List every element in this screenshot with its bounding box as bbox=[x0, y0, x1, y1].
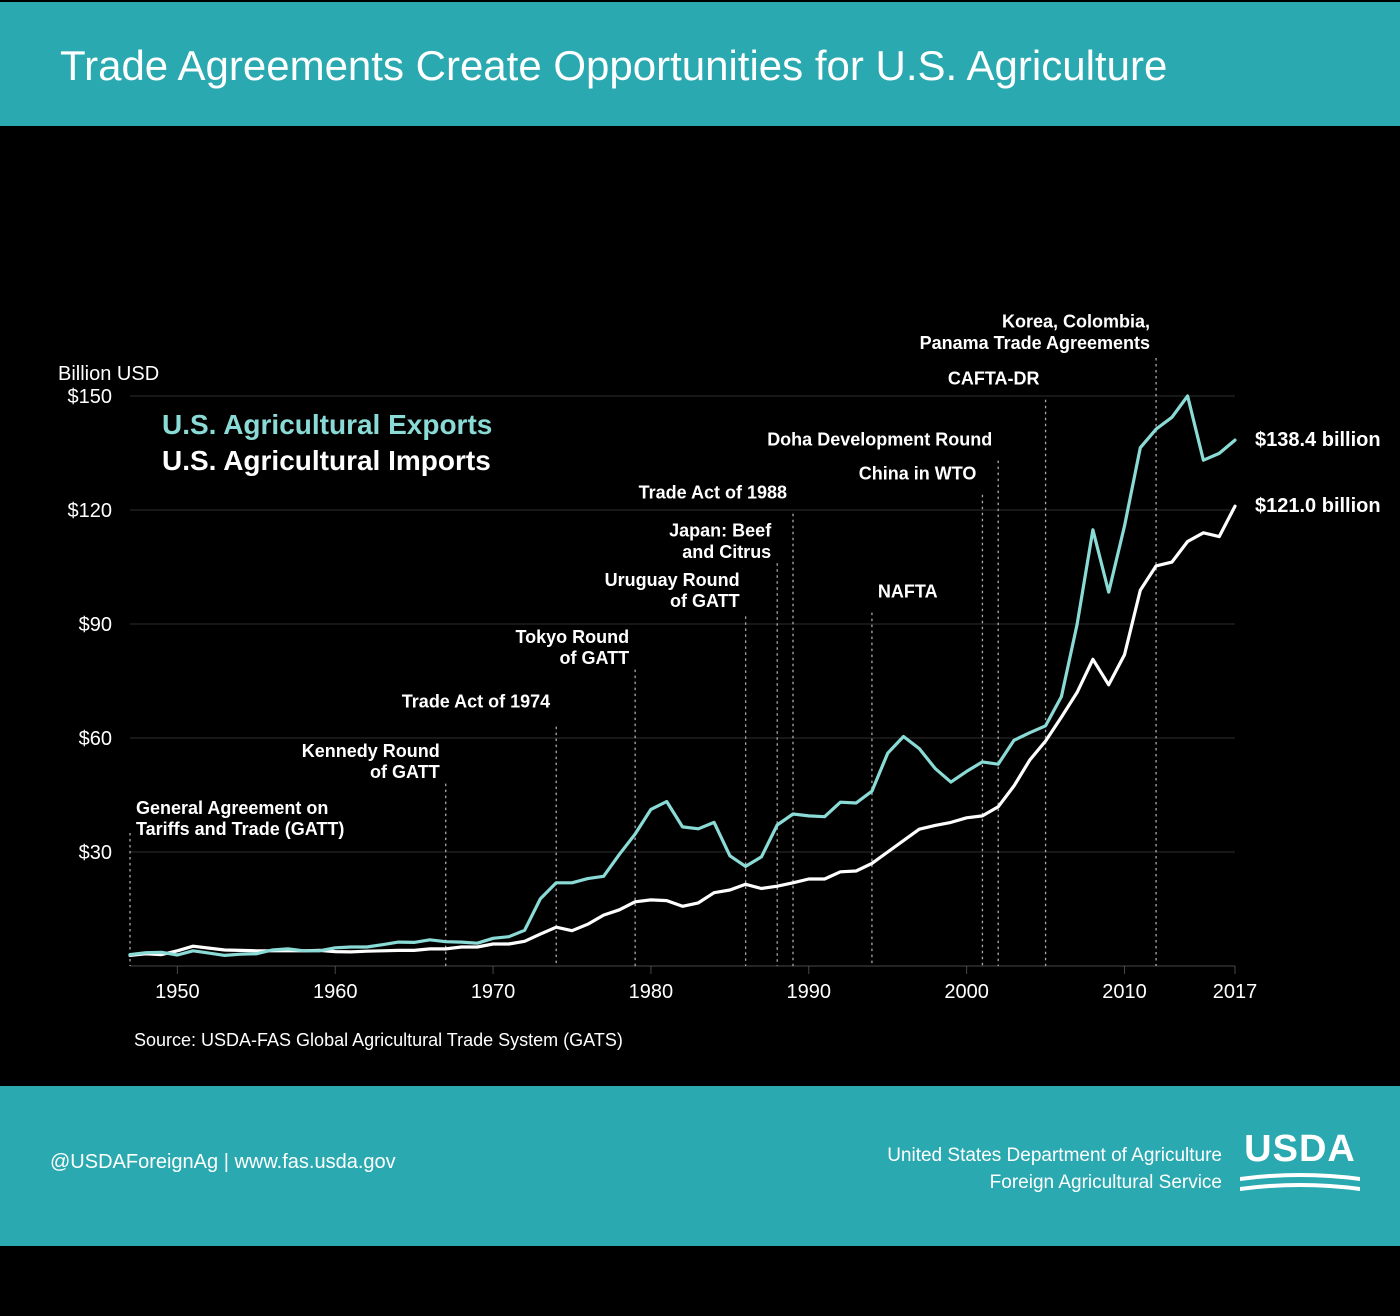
svg-text:Billion USD: Billion USD bbox=[58, 363, 159, 385]
svg-text:China in WTO: China in WTO bbox=[859, 464, 977, 484]
svg-text:of GATT: of GATT bbox=[370, 762, 440, 782]
svg-text:Japan: Beef: Japan: Beef bbox=[669, 521, 772, 541]
svg-text:of GATT: of GATT bbox=[559, 648, 629, 668]
svg-text:1990: 1990 bbox=[787, 981, 832, 1003]
header-banner: Trade Agreements Create Opportunities fo… bbox=[0, 0, 1400, 126]
footer-agency-line2: Foreign Agricultural Service bbox=[887, 1170, 1222, 1197]
footer-banner: @USDAForeignAg | www.fas.usda.gov United… bbox=[0, 1086, 1400, 1246]
footer-agency: United States Department of Agriculture … bbox=[887, 1143, 1222, 1196]
footer-right: United States Department of Agriculture … bbox=[887, 1128, 1360, 1197]
svg-text:Doha Development Round: Doha Development Round bbox=[767, 429, 992, 449]
svg-text:Source: USDA-FAS Global Agricu: Source: USDA-FAS Global Agricultural Tra… bbox=[134, 1030, 623, 1050]
svg-text:CAFTA-DR: CAFTA-DR bbox=[948, 369, 1040, 389]
svg-text:$90: $90 bbox=[79, 614, 112, 636]
svg-text:Kennedy Round: Kennedy Round bbox=[302, 741, 440, 761]
svg-text:2017: 2017 bbox=[1213, 981, 1258, 1003]
footer-agency-line1: United States Department of Agriculture bbox=[887, 1143, 1222, 1170]
svg-text:Korea, Colombia,: Korea, Colombia, bbox=[1002, 312, 1150, 332]
chart-canvas: $30 $60 $90 $120 $150Billion USD 1950 1960 1970… bbox=[0, 126, 1400, 1086]
svg-text:$138.4 billion: $138.4 billion bbox=[1255, 429, 1381, 451]
svg-text:2000: 2000 bbox=[944, 981, 989, 1003]
footer-left: @USDAForeignAg | www.fas.usda.gov bbox=[50, 1151, 396, 1174]
usda-logo: USDA bbox=[1240, 1128, 1360, 1197]
svg-text:and Citrus: and Citrus bbox=[682, 542, 771, 562]
svg-text:Uruguay Round: Uruguay Round bbox=[605, 570, 740, 590]
page-title: Trade Agreements Create Opportunities fo… bbox=[60, 42, 1167, 89]
svg-text:2010: 2010 bbox=[1102, 981, 1147, 1003]
usda-logo-text: USDA bbox=[1244, 1128, 1356, 1171]
svg-text:NAFTA: NAFTA bbox=[878, 581, 938, 601]
svg-text:U.S. Agricultural Imports: U.S. Agricultural Imports bbox=[162, 445, 491, 476]
svg-text:General Agreement on: General Agreement on bbox=[136, 798, 328, 818]
svg-text:1960: 1960 bbox=[313, 981, 358, 1003]
svg-text:Panama Trade Agreements: Panama Trade Agreements bbox=[920, 333, 1150, 353]
svg-text:1970: 1970 bbox=[471, 981, 516, 1003]
svg-text:Trade Act of 1974: Trade Act of 1974 bbox=[402, 692, 550, 712]
svg-text:Trade Act of 1988: Trade Act of 1988 bbox=[639, 483, 787, 503]
svg-text:of GATT: of GATT bbox=[670, 591, 740, 611]
svg-text:$30: $30 bbox=[79, 842, 112, 864]
svg-text:Tokyo Round: Tokyo Round bbox=[515, 627, 629, 647]
svg-text:1980: 1980 bbox=[629, 981, 674, 1003]
usda-logo-swoosh bbox=[1240, 1171, 1360, 1197]
svg-text:$121.0 billion: $121.0 billion bbox=[1255, 495, 1381, 517]
svg-text:$120: $120 bbox=[68, 500, 113, 522]
svg-text:$150: $150 bbox=[68, 386, 113, 408]
svg-text:$60: $60 bbox=[79, 728, 112, 750]
svg-text:U.S. Agricultural Exports: U.S. Agricultural Exports bbox=[162, 409, 492, 440]
svg-text:Tariffs and Trade (GATT): Tariffs and Trade (GATT) bbox=[136, 819, 344, 839]
chart-area: $30 $60 $90 $120 $150Billion USD 1950 1960 1970… bbox=[0, 126, 1400, 1086]
svg-text:1950: 1950 bbox=[155, 981, 200, 1003]
